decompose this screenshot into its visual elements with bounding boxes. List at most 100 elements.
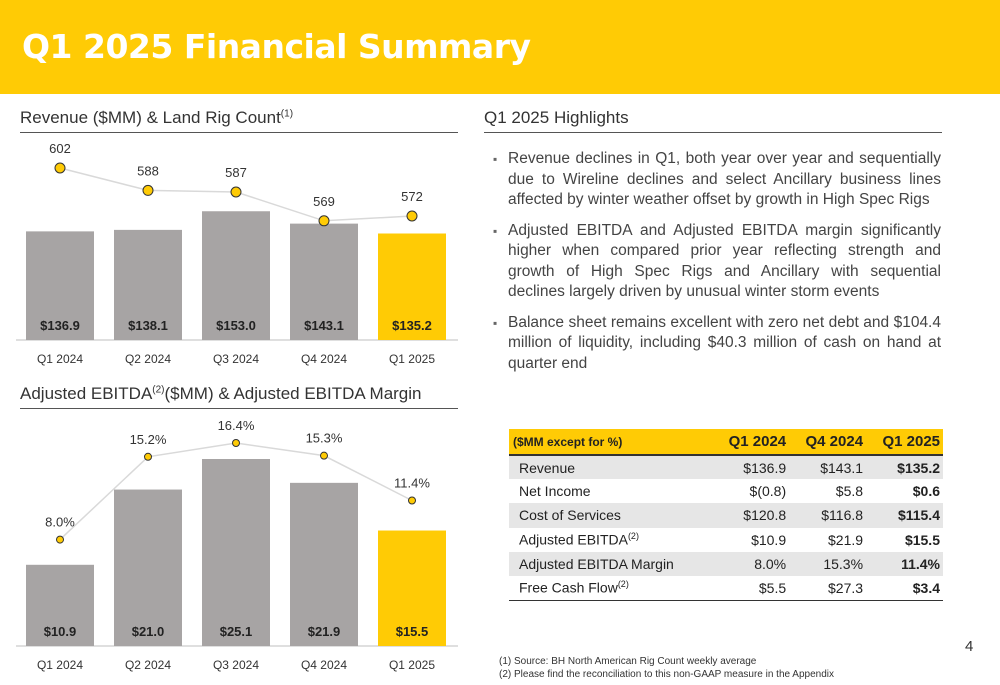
bar-value-label: $143.1 (304, 318, 344, 333)
x-tick-label: Q1 2025 (389, 658, 435, 672)
bar-value-label: $25.1 (220, 624, 253, 639)
ebitda-chart-svg: $10.9 Q1 2024 $21.0 Q2 2024 $25.1 Q3 2024 $21.… (16, 418, 458, 672)
cell-q1-2025: $3.4 (866, 575, 943, 601)
line-point (408, 496, 416, 505)
ebitda-chart: $10.9 Q1 2024 $21.0 Q2 2024 $25.1 Q3 2024 $21.… (10, 412, 460, 678)
cell-q4-2024: $21.9 (828, 531, 864, 548)
line-point (144, 452, 152, 461)
revenue-chart-title-text: Revenue ($MM) & Land Rig Count (20, 108, 281, 127)
row-label-text: Net Income (519, 483, 591, 500)
ebitda-chart-title-footnote: (2) (152, 384, 165, 396)
x-tick-label: Q4 2024 (301, 658, 347, 672)
highlights-title-rule (484, 132, 942, 133)
bar-value-label: $138.1 (128, 318, 168, 333)
line-value-label: 572 (401, 189, 423, 204)
cell-q1-2025: $135.2 (866, 455, 943, 480)
financial-summary-table: ($MM except for %) Q1 2024 Q4 2024 Q1 20… (509, 429, 943, 601)
table-header-q1-2024: Q1 2024 (712, 429, 790, 456)
row-label-text: Revenue (519, 459, 576, 476)
ebitda-chart-title-b: ($MM) & Adjusted EBITDA Margin (164, 384, 422, 403)
table-row: Revenue $136.9 $143.1 $135.2 (509, 455, 943, 480)
highlight-bullet: Revenue declines in Q1, both year over y… (493, 149, 941, 211)
x-tick-label: Q2 2024 (125, 658, 171, 672)
cell-q1-2025: $115.4 (866, 503, 943, 528)
cell-q1-2025: 11.4% (866, 551, 943, 576)
page-title: Q1 2025 Financial Summary (22, 27, 531, 66)
x-tick-label: Q1 2024 (37, 658, 83, 672)
line-point (56, 535, 64, 544)
ebitda-title-rule (20, 408, 458, 409)
cell-q4-2024: $5.8 (835, 483, 864, 500)
line-point (230, 186, 242, 198)
cell-q1-2024: $5.5 (712, 575, 790, 601)
revenue-title-rule (20, 132, 458, 133)
highlight-bullet: Adjusted EBITDA and Adjusted EBITDA marg… (493, 221, 941, 303)
line-value-label: 16.4% (218, 418, 255, 433)
cell-q4-2024: 15.3% (789, 551, 867, 576)
row-label-text: Cost of Services (519, 507, 621, 524)
footnote: (2) Please find the reconciliation to th… (499, 669, 835, 680)
cell-q1-2024: $136.9 (712, 455, 790, 480)
line-point (54, 162, 66, 174)
bar (26, 564, 94, 646)
highlight-bullet: Balance sheet remains excellent with zer… (493, 313, 941, 375)
ebitda-chart-title-a: Adjusted EBITDA (20, 384, 153, 403)
line-point (320, 451, 328, 460)
footnote: (1) Source: BH North American Rig Count … (499, 656, 757, 667)
bar-value-label: $10.9 (44, 624, 77, 639)
row-label: Cost of Services (509, 503, 713, 528)
line-value-label: 8.0% (45, 515, 75, 530)
footnotes: (1) Source: BH North American Rig Count … (499, 655, 834, 681)
bar (290, 482, 358, 646)
table-row: Free Cash Flow(2) $5.5 $27.3 $3.4 (509, 575, 943, 601)
title-banner: Q1 2025 Financial Summary (0, 0, 1000, 94)
bar (114, 229, 182, 340)
table-header-q4-2024: Q4 2024 (789, 429, 867, 456)
revenue-chart-title-footnote: (1) (280, 108, 294, 120)
line-point (406, 210, 418, 222)
bar (26, 231, 94, 340)
bar-value-label: $21.9 (308, 624, 341, 639)
cell-q1-2024: $(0.8) (749, 483, 787, 500)
bar-value-label: $136.9 (40, 318, 80, 333)
revenue-chart-title: Revenue ($MM) & Land Rig Count(1) (20, 108, 293, 128)
cell-q1-2025: $0.6 (912, 483, 940, 500)
row-label-footnote: (2) (617, 579, 629, 590)
cell-q4-2024: $27.3 (789, 575, 867, 601)
row-label: Free Cash Flow(2) (509, 575, 713, 601)
x-tick-label: Q3 2024 (213, 658, 259, 672)
page-number: 4 (965, 638, 974, 655)
row-label: Adjusted EBITDA Margin (509, 551, 713, 576)
bar-value-label: $153.0 (216, 318, 256, 333)
highlights-list: Revenue declines in Q1, both year over y… (493, 149, 941, 384)
cell-q4-2024: $116.8 (789, 503, 867, 528)
row-label: Revenue (509, 455, 713, 480)
row-label-text: Adjusted EBITDA Margin (519, 555, 674, 572)
ebitda-chart-title: Adjusted EBITDA(2)($MM) & Adjusted EBITD… (20, 384, 422, 404)
revenue-chart: $136.9 Q1 2024 $138.1 Q2 2024 $153.0 Q3 2024 $… (10, 136, 460, 376)
bar (378, 233, 446, 340)
bar (202, 459, 270, 646)
line-value-label: 569 (313, 194, 335, 209)
bar-value-label: $135.2 (392, 318, 432, 333)
x-tick-label: Q1 2025 (389, 352, 435, 366)
bar-value-label: $21.0 (132, 624, 165, 639)
table-header-row: ($MM except for %) Q1 2024 Q4 2024 Q1 20… (509, 429, 943, 456)
x-tick-label: Q3 2024 (213, 352, 259, 366)
revenue-chart-svg: $136.9 Q1 2024 $138.1 Q2 2024 $153.0 Q3 2024 $… (16, 141, 458, 366)
bar (114, 489, 182, 646)
cell-q1-2025: $15.5 (904, 531, 940, 548)
cell-q1-2024: $120.8 (712, 503, 790, 528)
line-value-label: 15.2% (130, 432, 167, 447)
highlights-title: Q1 2025 Highlights (484, 108, 629, 127)
table-row: Net Income $(0.8) $5.8 $0.6 (509, 479, 943, 503)
cell-q1-2024: $10.9 (751, 531, 787, 548)
table-row: Adjusted EBITDA(2) $10.9 $21.9 $15.5 (509, 528, 943, 552)
row-label: Adjusted EBITDA(2) (509, 528, 712, 552)
line-point (232, 439, 240, 447)
x-tick-label: Q4 2024 (301, 352, 347, 366)
row-label-text: Adjusted EBITDA (519, 531, 628, 548)
bar (378, 530, 446, 646)
line-value-label: 15.3% (306, 431, 343, 446)
line-point (318, 215, 330, 227)
